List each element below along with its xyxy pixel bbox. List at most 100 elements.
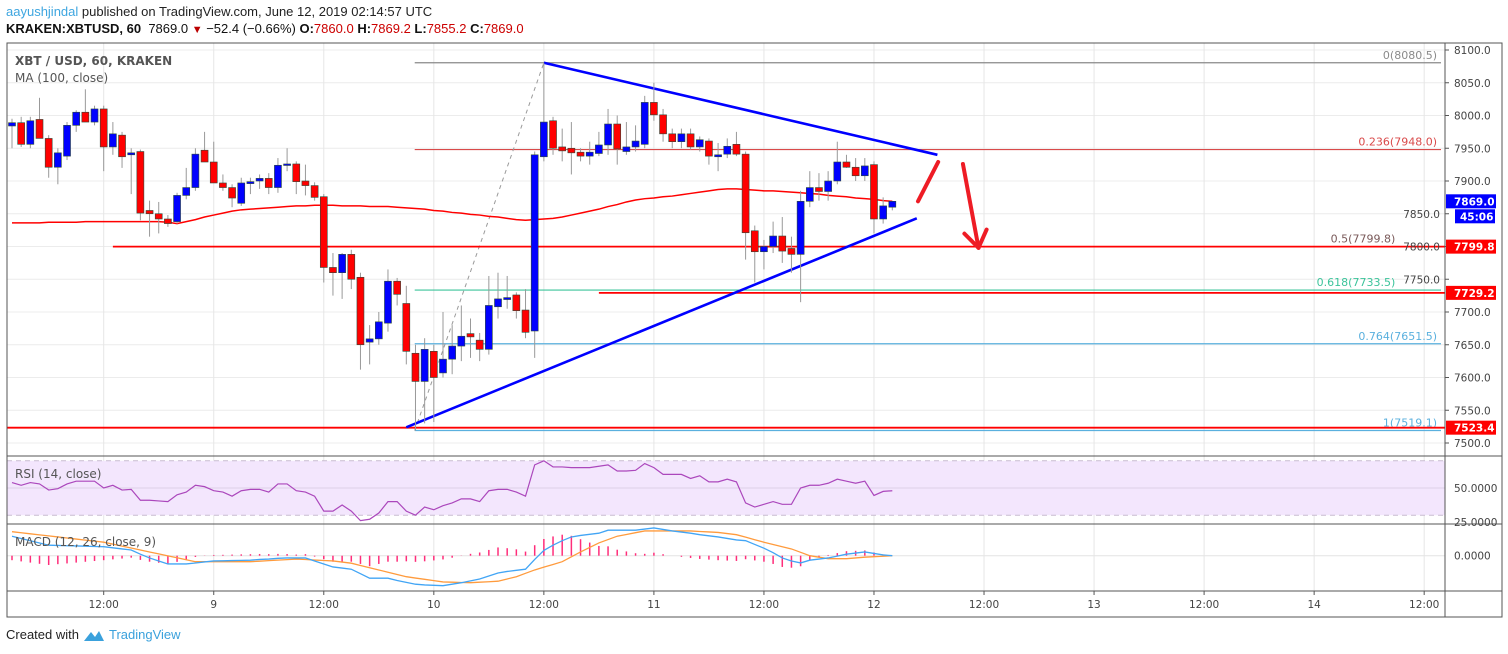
- candle: [219, 174, 227, 191]
- candle-up: [677, 133, 686, 142]
- candle-up: [191, 153, 200, 188]
- candle: [99, 105, 108, 172]
- candle: [677, 128, 686, 149]
- price-tick-label: 7800.0: [1403, 242, 1440, 254]
- candle-down: [228, 187, 236, 199]
- fib-level-label: 1(7519.1): [1383, 416, 1437, 429]
- candle-up: [604, 123, 612, 146]
- candle-down: [393, 280, 401, 295]
- last-price: 7869.0: [148, 21, 189, 36]
- candle: [274, 158, 282, 193]
- arrow-head: [976, 227, 989, 250]
- candle: [705, 138, 713, 165]
- price-tick-label: 7900.0: [1454, 176, 1491, 188]
- candle: [301, 164, 310, 196]
- triangle-trendline: [405, 217, 918, 429]
- time-tick-label: 12:00: [1189, 599, 1219, 611]
- candle-down: [164, 218, 172, 224]
- candle-up: [595, 144, 603, 154]
- candle: [81, 89, 90, 123]
- candle: [815, 173, 823, 201]
- candle: [778, 217, 787, 263]
- candle-down: [668, 133, 677, 142]
- candle-up: [457, 335, 466, 347]
- candle: [686, 128, 695, 150]
- candle-up: [54, 152, 62, 168]
- candle-down: [136, 151, 145, 214]
- support-price-tag-bg: [1446, 239, 1496, 254]
- candle: [760, 239, 768, 270]
- candle: [741, 151, 750, 260]
- candle: [319, 194, 328, 283]
- publisher-link[interactable]: aayushjindal: [6, 4, 79, 19]
- candle: [347, 249, 356, 290]
- candle: [374, 312, 383, 345]
- candle: [264, 173, 273, 195]
- candle: [558, 128, 567, 162]
- price-axis[interactable]: 8100.0 8050.0 8000.0 7950.0 7900.0 7850.0 7800…: [89, 45, 1498, 611]
- candle-down: [870, 164, 878, 220]
- candle-down: [659, 114, 667, 135]
- candle: [585, 141, 594, 165]
- macd-legend[interactable]: MACD (12, 26, close, 9): [15, 535, 156, 549]
- candle-up: [283, 163, 291, 166]
- candle: [851, 158, 860, 181]
- time-tick-label: 12: [867, 599, 880, 611]
- triangle-trendline: [543, 61, 938, 157]
- candle-down: [17, 122, 25, 145]
- candle-up: [879, 205, 887, 220]
- candle: [145, 200, 154, 237]
- high-label: H:: [357, 21, 372, 36]
- time-tick-label: 14: [1307, 599, 1321, 611]
- candle: [283, 148, 291, 172]
- tradingview-logo-icon: [83, 630, 104, 641]
- candle-up: [384, 280, 392, 324]
- candle: [430, 344, 438, 423]
- candle-up: [714, 154, 722, 158]
- ma-legend[interactable]: MA (100, close): [15, 71, 108, 85]
- candle-down: [842, 161, 851, 168]
- candle-up: [8, 122, 16, 127]
- candle-up: [824, 180, 832, 192]
- countdown-label: 45:06: [1460, 211, 1493, 223]
- price-tick-label: 8000.0: [1454, 111, 1491, 123]
- candle: [182, 167, 191, 200]
- support-price-tag-bg: [1446, 420, 1496, 435]
- candle: [567, 122, 576, 175]
- candle: [154, 201, 163, 234]
- candle-down: [154, 213, 163, 220]
- tradingview-link[interactable]: TradingView: [108, 627, 181, 642]
- candle-up: [182, 187, 191, 196]
- candle-up: [274, 164, 282, 188]
- candle-down: [466, 333, 475, 338]
- candle: [842, 154, 851, 168]
- candle-down: [576, 151, 585, 157]
- candle-up: [585, 151, 594, 157]
- candle: [365, 325, 374, 365]
- candle-up: [494, 298, 502, 308]
- candle: [750, 225, 759, 283]
- candle-up: [530, 154, 539, 332]
- candle-down: [200, 149, 209, 163]
- low-value: 7855.2: [426, 21, 467, 36]
- countdown-bg: [1455, 209, 1495, 224]
- rsi-legend[interactable]: RSI (14, close): [15, 467, 101, 481]
- candle-down: [44, 138, 53, 168]
- high-value: 7869.2: [371, 21, 411, 36]
- candle-up: [640, 102, 649, 145]
- candle: [44, 135, 53, 178]
- candle: [72, 110, 80, 132]
- support-price-tag: 7729.2: [1454, 288, 1495, 300]
- candle-up: [805, 187, 814, 202]
- candle-up: [540, 121, 548, 158]
- candle: [173, 192, 181, 224]
- candle: [191, 148, 200, 191]
- created-with-text: Created with: [6, 627, 79, 642]
- down-arrow-icon: [960, 161, 981, 250]
- price-tick-label: 8100.0: [1454, 45, 1491, 57]
- candle-up: [173, 195, 181, 222]
- price-tick-label: 7750.0: [1403, 274, 1440, 286]
- candle: [402, 285, 411, 365]
- candle: [604, 108, 612, 155]
